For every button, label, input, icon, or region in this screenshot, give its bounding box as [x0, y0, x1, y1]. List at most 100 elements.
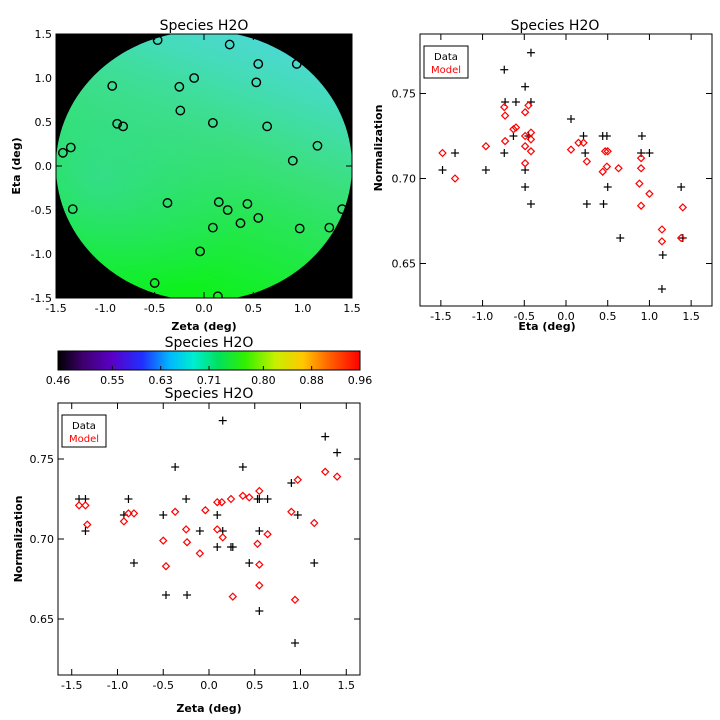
star-marker — [58, 147, 68, 158]
star-marker — [152, 35, 163, 46]
eta-data-point — [500, 65, 509, 74]
zeta-data-point — [124, 495, 133, 503]
eta-model-point — [657, 225, 667, 234]
zeta-y-tick-label: 0.65 — [30, 613, 55, 626]
eta-model-point — [636, 201, 646, 210]
eta-model-point — [598, 167, 607, 176]
zeta-model-point — [119, 517, 129, 526]
map-y-tick-label: -1.0 — [31, 248, 52, 261]
eta-x-tick-label: -1.5 — [430, 310, 451, 323]
zeta-model-point — [255, 581, 264, 590]
eta-data-point — [526, 48, 535, 57]
eta-model-point — [511, 123, 521, 132]
zeta-data-point — [161, 591, 170, 599]
zeta-model-point — [228, 592, 238, 601]
star-marker — [253, 59, 264, 69]
eta-data-point — [581, 149, 590, 157]
zeta-x-ticks: -1.5 -1.0 -0.5 0.0 0.5 1.0 1.5 — [61, 403, 355, 692]
zeta-model-point — [293, 475, 303, 485]
zeta-model-point — [74, 501, 84, 510]
eta-data-point — [637, 132, 646, 140]
star-marker — [195, 246, 205, 257]
map-title: Species H2O — [160, 18, 249, 34]
zeta-data-point — [255, 607, 264, 615]
eta-y-label: Normalization — [372, 105, 385, 192]
map-x-tick-label: -0.5 — [144, 302, 165, 315]
eta-model-point — [524, 101, 533, 110]
zeta-data-point — [129, 559, 138, 567]
zeta-model-point — [129, 509, 139, 518]
zeta-data-point — [293, 511, 302, 519]
eta-legend: Data Model — [423, 45, 469, 79]
eta-model-point — [636, 164, 646, 173]
zeta-x-tick-label: 0.5 — [246, 679, 264, 692]
eta-model-point — [481, 141, 491, 151]
eta-x-tick-label: 0.0 — [557, 310, 575, 323]
colorbar-tick-label: 0.88 — [299, 374, 324, 387]
star-marker — [262, 121, 273, 132]
zeta-x-tick-label: -1.0 — [107, 679, 128, 692]
eta-data-point — [567, 115, 576, 123]
zeta-data-point — [213, 511, 222, 519]
eta-legend-box — [423, 45, 469, 79]
zeta-y-tick-label: 0.75 — [30, 453, 55, 466]
colorbar-title: Species H2O — [165, 335, 254, 351]
zeta-data-point — [182, 495, 191, 503]
colorbar-ticks: 0.46 0.55 0.63 0.71 0.80 0.88 0.96 — [46, 366, 372, 387]
map-x-tick-label: 0.5 — [245, 302, 263, 315]
zeta-data-points — [74, 416, 342, 647]
eta-x-tick-label: 1.0 — [641, 310, 659, 323]
zeta-model-point — [253, 539, 262, 549]
zeta-model-point — [290, 595, 300, 605]
eta-model-point — [509, 124, 518, 134]
zeta-data-point — [245, 559, 254, 567]
colorbar-tick-label: 0.80 — [251, 374, 276, 387]
zeta-data-point — [287, 479, 296, 487]
eta-legend-data: Data — [434, 52, 458, 63]
star-marker — [112, 118, 123, 129]
star-marker — [149, 278, 160, 288]
zeta-x-tick-label: 0.0 — [200, 679, 218, 692]
eta-data-point — [451, 149, 460, 157]
zeta-model-point — [255, 486, 264, 496]
map-star-markers — [58, 35, 348, 298]
star-marker — [324, 222, 335, 233]
map-x-tick-label: 0.0 — [195, 302, 213, 315]
zeta-model-point — [212, 525, 222, 534]
zeta-title: Species H2O — [165, 386, 254, 402]
star-marker — [118, 121, 128, 132]
eta-model-point — [500, 136, 510, 146]
eta-data-point — [677, 183, 686, 191]
map-x-tick-label: -1.0 — [95, 302, 116, 315]
star-marker — [312, 140, 323, 151]
star-marker — [175, 105, 186, 116]
eta-x-ticks: -1.5 -1.0 -0.5 0.0 0.5 1.0 1.5 — [430, 34, 700, 323]
map-y-ticks: -1.5 -1.0 -0.5 0.0 0.5 1.0 1.5 — [31, 28, 352, 305]
eta-data-point — [526, 200, 535, 208]
zeta-data-point — [333, 448, 342, 457]
zeta-scatter-panel: Species H2O -1.5 -1.0 -0.5 0.0 0.5 1.0 1.5 0.6… — [12, 386, 361, 715]
zeta-x-tick-label: 1.5 — [338, 679, 356, 692]
zeta-model-point — [255, 560, 264, 569]
zeta-data-point — [171, 463, 180, 471]
map-y-tick-label: -1.5 — [31, 292, 52, 305]
star-marker — [222, 205, 233, 215]
eta-data-points — [438, 48, 688, 293]
star-marker — [107, 81, 118, 91]
eta-model-point — [520, 107, 530, 117]
zeta-x-tick-label: -0.5 — [153, 679, 174, 692]
zeta-model-point — [245, 493, 254, 502]
zeta-model-point — [195, 549, 205, 558]
zeta-data-point — [228, 543, 237, 551]
eta-data-point — [521, 82, 530, 91]
zeta-model-point — [238, 491, 248, 501]
star-marker — [207, 222, 218, 233]
eta-model-point — [450, 174, 460, 183]
zeta-model-point — [201, 505, 210, 515]
eta-data-point — [582, 200, 591, 208]
zeta-model-point — [218, 533, 227, 542]
eta-data-point — [678, 234, 687, 242]
eta-model-point — [582, 157, 592, 166]
map-y-tick-label: 1.5 — [35, 28, 53, 41]
eta-data-point — [438, 166, 447, 174]
